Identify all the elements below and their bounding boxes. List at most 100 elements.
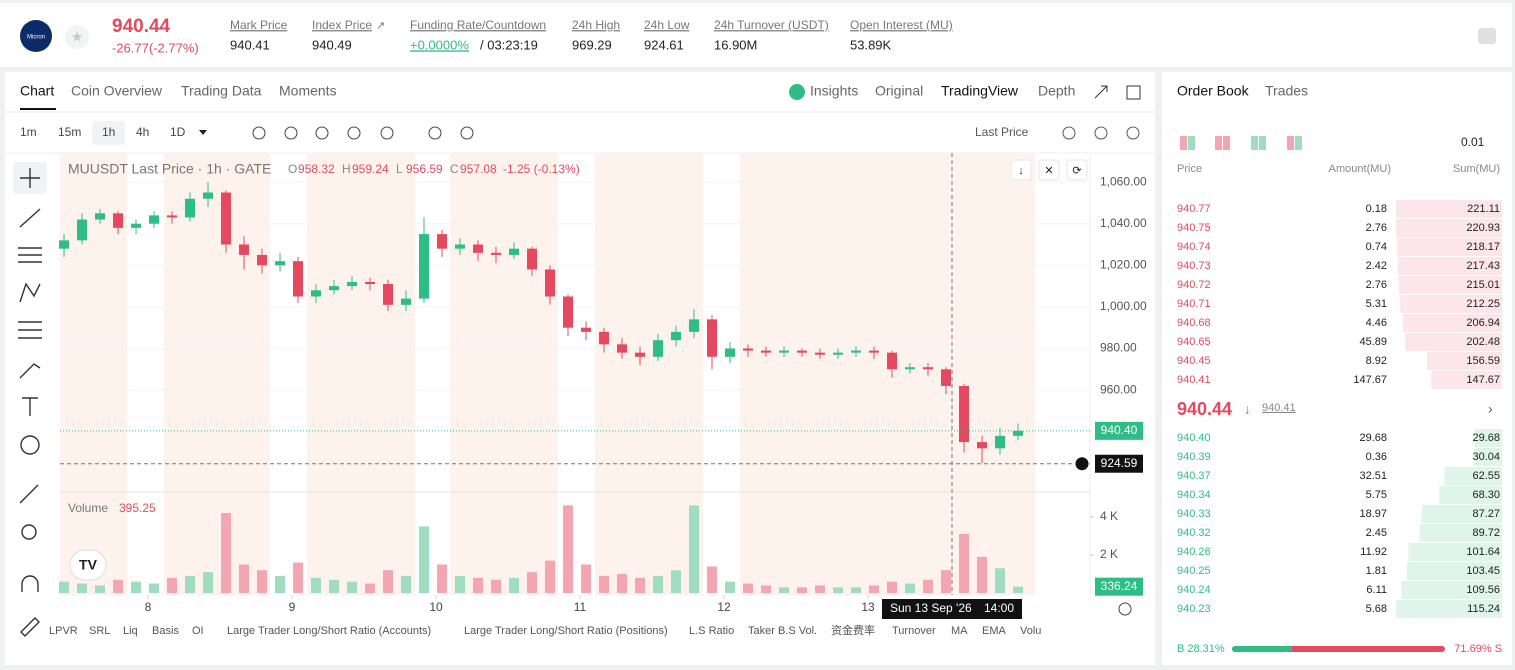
view-mode[interactable] (1188, 136, 1195, 150)
indicator[interactable]: MA (951, 625, 968, 637)
toolbar-icon[interactable] (347, 126, 361, 140)
tv-logo[interactable] (69, 549, 107, 581)
pane-button[interactable] (1010, 159, 1032, 181)
pane-button[interactable] (1066, 159, 1088, 181)
depth-bar (1397, 238, 1502, 256)
volume-bar (869, 585, 880, 594)
layout-icon[interactable] (1478, 28, 1496, 44)
candle-body (869, 350, 880, 353)
brush-tool[interactable] (19, 363, 41, 379)
pane-icon[interactable]: ↓ (1018, 165, 1024, 177)
interval[interactable]: 1m (20, 125, 37, 139)
candle-body (779, 350, 790, 353)
price-type[interactable]: Last Price (975, 125, 1029, 139)
interval[interactable]: 4h (136, 125, 149, 139)
dropdown[interactable] (199, 130, 207, 135)
candle-body (527, 248, 538, 270)
fullscreen-icon[interactable] (1126, 85, 1141, 100)
ruler-tool[interactable] (19, 484, 39, 504)
toolbar-icon[interactable] (315, 126, 329, 140)
view-tab[interactable]: TradingView (941, 83, 1019, 99)
pane-icon[interactable]: ⟳ (1072, 165, 1081, 177)
indicator[interactable]: Taker B.S Vol. (748, 625, 817, 637)
chevron[interactable]: › (1488, 401, 1493, 417)
toolbar-icon[interactable] (428, 126, 442, 140)
toolbar-icon[interactable] (1094, 126, 1108, 140)
indicator[interactable]: Large Trader Long/Short Ratio (Accounts) (227, 625, 431, 637)
indicator[interactable]: L.S Ratio (689, 625, 734, 637)
indicator[interactable]: Volu (1020, 625, 1041, 637)
chart-tab[interactable]: Moments (279, 83, 337, 99)
view-mode[interactable] (1251, 136, 1258, 150)
view-mode[interactable] (1215, 136, 1222, 150)
view-mode[interactable] (1259, 136, 1266, 150)
expand-icon[interactable] (1094, 85, 1108, 99)
zoom-tool[interactable] (21, 524, 37, 540)
view-tab[interactable]: Depth (1038, 83, 1075, 99)
view-mode[interactable] (1223, 136, 1230, 150)
emoji-tool[interactable] (20, 435, 40, 455)
fib-tool[interactable] (18, 321, 42, 339)
candle-body (329, 286, 340, 291)
pane-icon[interactable]: ✕ (1044, 165, 1053, 177)
ob-tab[interactable]: Trades (1265, 83, 1308, 99)
channel-tool[interactable] (18, 247, 42, 263)
ob-amount: 5.31 (1366, 298, 1387, 310)
pencil-tool[interactable] (20, 617, 40, 637)
view-mode[interactable] (1295, 136, 1302, 150)
view-tab[interactable]: Original (875, 83, 923, 99)
chart-tab[interactable]: Chart (20, 83, 54, 99)
settings-icon[interactable] (1118, 602, 1132, 616)
view-mode[interactable] (1180, 136, 1187, 150)
candle-body (275, 261, 286, 266)
depth-bar (1439, 486, 1502, 504)
pattern-tool[interactable] (19, 282, 41, 303)
stat-value: 53.89K (850, 37, 892, 52)
toolbar-icon[interactable] (460, 126, 474, 140)
volume-bar (347, 581, 358, 594)
crosshair-tool[interactable] (20, 168, 40, 188)
indicator[interactable]: Large Trader Long/Short Ratio (Positions… (464, 625, 668, 637)
precision[interactable]: 0.01 (1461, 135, 1485, 149)
volume-bar (905, 583, 916, 594)
indicator[interactable]: Basis (152, 625, 179, 637)
ob-tab[interactable]: Order Book (1177, 83, 1250, 99)
pane-button[interactable] (1038, 159, 1060, 181)
text-tool[interactable] (22, 397, 38, 416)
interval[interactable]: 1D (170, 125, 186, 139)
interval[interactable]: 15m (58, 125, 81, 139)
buy-ratio: B 28.31% (1177, 643, 1225, 655)
toolbar-icon[interactable] (252, 126, 266, 140)
ob-sum: 101.64 (1466, 546, 1500, 558)
indicator[interactable]: EMA (982, 625, 1007, 637)
candle-body (257, 254, 268, 266)
toolbar-icon[interactable] (380, 126, 394, 140)
chart-tab[interactable]: Coin Overview (71, 83, 163, 99)
indicator[interactable]: 资金费率 (831, 623, 875, 637)
toolbar-icon[interactable] (1126, 126, 1140, 140)
ob-sum: 221.11 (1467, 203, 1500, 215)
line-tool[interactable] (19, 208, 41, 228)
volume-bar (437, 564, 448, 594)
interval[interactable]: 1h (102, 125, 115, 139)
toolbar-icon[interactable] (284, 126, 298, 140)
indicator[interactable]: Liq (123, 625, 138, 637)
magnet-tool[interactable] (21, 575, 39, 592)
star-icon[interactable]: ★ (71, 29, 84, 45)
toolbar-icon[interactable] (1062, 126, 1076, 140)
indicator[interactable]: Turnover (892, 625, 936, 637)
stat-value: +0.0000% (410, 37, 469, 52)
indicator[interactable]: LPVR (49, 625, 78, 637)
chart-tab[interactable]: Trading Data (181, 83, 262, 99)
drawing-tools (13, 162, 47, 637)
indicator[interactable]: OI (192, 625, 204, 637)
candle-body (905, 367, 916, 370)
indicator[interactable]: SRL (89, 625, 110, 637)
add-order[interactable] (1074, 456, 1090, 472)
view-tab[interactable]: Insights (810, 83, 858, 99)
tv-logo-text[interactable]: TV (79, 557, 98, 573)
favorite[interactable] (65, 25, 89, 49)
view-mode[interactable] (1287, 136, 1294, 150)
